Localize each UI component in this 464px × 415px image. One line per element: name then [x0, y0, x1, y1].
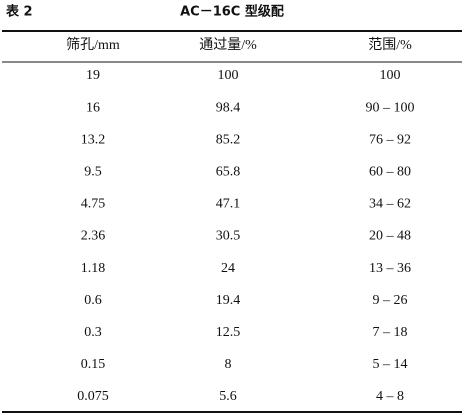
cell: 1.18 — [81, 261, 106, 276]
cell: 4 – 8 — [376, 389, 404, 404]
cell: 24 — [221, 261, 235, 276]
cell: 100 — [380, 68, 401, 83]
header-cell: 范围/% — [368, 36, 412, 53]
cell: 19 — [86, 68, 100, 83]
cell: 30.5 — [216, 229, 241, 244]
cell: 13.2 — [81, 132, 106, 147]
cell: 7 – 18 — [373, 325, 408, 340]
header-cell: 筛孔/mm — [66, 37, 120, 53]
cell: 0.6 — [84, 293, 102, 308]
cell: 0.075 — [77, 389, 109, 404]
cell: 20 – 48 — [369, 229, 411, 244]
cell: 85.2 — [216, 132, 241, 147]
cell: 60 – 80 — [369, 165, 411, 180]
cell: 5 – 14 — [373, 357, 408, 372]
caption-title: AC－16C 型级配 — [180, 4, 284, 20]
cell: 19.4 — [216, 293, 241, 308]
cell: 16 — [86, 100, 100, 115]
cell: 2.36 — [81, 229, 106, 244]
cell: 90 – 100 — [366, 100, 415, 115]
cell: 100 — [218, 68, 239, 83]
cell: 12.5 — [216, 325, 241, 340]
cell: 8 — [225, 357, 232, 372]
cell: 13 – 36 — [369, 261, 411, 276]
caption-label: 表 2 — [5, 4, 33, 20]
cell: 34 – 62 — [369, 197, 411, 212]
cell: 4.75 — [81, 197, 106, 212]
cell: 0.15 — [81, 357, 106, 372]
header-cell: 通过量/% — [199, 37, 257, 53]
cell: 76 – 92 — [369, 132, 411, 147]
cell: 98.4 — [216, 100, 241, 115]
cell: 9 – 26 — [373, 293, 408, 308]
cell: 5.6 — [219, 389, 237, 404]
cell: 9.5 — [84, 165, 102, 180]
cell: 0.3 — [84, 325, 102, 340]
cell: 47.1 — [216, 197, 241, 212]
cell: 65.8 — [216, 165, 241, 180]
